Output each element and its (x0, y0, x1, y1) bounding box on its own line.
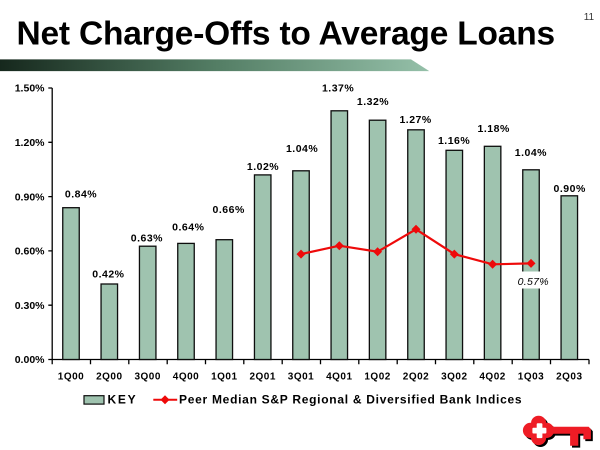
svg-text:0.84%: 0.84% (65, 189, 97, 201)
svg-text:1.20%: 1.20% (15, 137, 45, 149)
svg-text:4Q02: 4Q02 (479, 371, 505, 382)
svg-text:2Q02: 2Q02 (403, 371, 429, 382)
svg-text:Net Charge-Offs to Average Loa: Net Charge-Offs to Average Loans (17, 16, 555, 53)
svg-text:2Q00: 2Q00 (96, 371, 122, 382)
svg-text:0.00%: 0.00% (15, 354, 45, 366)
svg-text:4Q00: 4Q00 (173, 371, 199, 382)
svg-text:1.02%: 1.02% (247, 161, 279, 173)
svg-text:1Q02: 1Q02 (364, 371, 390, 382)
svg-text:1Q01: 1Q01 (211, 371, 237, 382)
svg-text:11: 11 (584, 12, 595, 23)
svg-text:4Q01: 4Q01 (326, 371, 352, 382)
svg-text:2Q01: 2Q01 (249, 371, 275, 382)
svg-text:0.57%: 0.57% (518, 276, 549, 288)
svg-text:1.37%: 1.37% (322, 83, 354, 95)
svg-text:0.64%: 0.64% (172, 222, 204, 234)
svg-text:1Q03: 1Q03 (518, 371, 544, 382)
svg-text:3Q00: 3Q00 (134, 371, 160, 382)
svg-text:0.30%: 0.30% (15, 300, 45, 312)
svg-text:2Q03: 2Q03 (556, 371, 582, 382)
svg-text:Peer Median S&P Regional & Div: Peer Median S&P Regional & Diversified B… (179, 393, 522, 407)
svg-text:0.90%: 0.90% (554, 183, 586, 195)
svg-text:3Q01: 3Q01 (288, 371, 314, 382)
svg-text:1.04%: 1.04% (515, 147, 547, 159)
svg-text:1.04%: 1.04% (286, 143, 318, 155)
svg-text:1.16%: 1.16% (438, 135, 470, 147)
svg-text:1.27%: 1.27% (399, 114, 431, 126)
svg-text:1Q00: 1Q00 (58, 371, 84, 382)
svg-text:0.66%: 0.66% (213, 204, 245, 216)
svg-text:0.63%: 0.63% (131, 232, 163, 244)
svg-text:0.60%: 0.60% (15, 246, 45, 258)
svg-text:3Q02: 3Q02 (441, 371, 467, 382)
svg-text:1.32%: 1.32% (357, 96, 389, 108)
svg-text:0.42%: 0.42% (92, 269, 124, 281)
svg-text:KEY: KEY (108, 393, 138, 407)
svg-text:1.50%: 1.50% (15, 83, 45, 95)
svg-text:1.18%: 1.18% (478, 123, 510, 135)
svg-text:0.90%: 0.90% (15, 191, 45, 203)
